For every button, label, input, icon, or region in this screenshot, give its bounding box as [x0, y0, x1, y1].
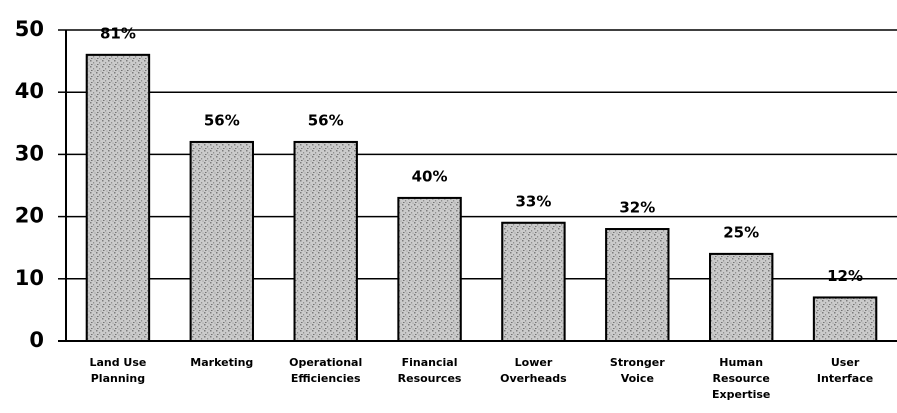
y-tick-label: 30 [15, 141, 44, 165]
bar-texture [812, 296, 878, 342]
bar-annotation: 40% [412, 167, 448, 185]
bar-annotation: 12% [827, 267, 863, 285]
y-tick-label: 10 [15, 266, 44, 290]
x-tick-label: Lower Overheads [500, 356, 567, 385]
x-tick-label: Land Use Planning [89, 356, 146, 385]
x-tick-label: Stronger Voice [610, 356, 665, 385]
x-tick-label: User Interface [817, 356, 873, 385]
x-tick-label: Marketing [190, 356, 253, 369]
bar-texture [85, 53, 151, 342]
y-tick-label: 20 [15, 204, 44, 228]
y-tick-label: 40 [15, 79, 44, 103]
bar-annotation: 32% [619, 199, 655, 217]
bar-annotation: 25% [723, 223, 759, 241]
x-tick-label: Financial Resources [398, 356, 462, 385]
bar-texture [605, 228, 670, 342]
bar-texture [709, 252, 774, 342]
x-tick-label: Operational Efficiencies [289, 356, 362, 385]
bar-annotation: 33% [515, 192, 551, 210]
bar-annotation: 56% [204, 111, 240, 129]
y-tick-label: 0 [29, 328, 44, 352]
bar-annotation: 56% [308, 111, 344, 129]
bar-texture [501, 221, 566, 343]
bar-texture [189, 140, 254, 342]
bar-texture [293, 140, 358, 342]
bar-annotation: 81% [100, 24, 136, 42]
y-tick-label: 50 [15, 17, 44, 41]
x-tick-label: Human Resource Expertise [712, 356, 770, 401]
bar-texture [397, 196, 462, 342]
